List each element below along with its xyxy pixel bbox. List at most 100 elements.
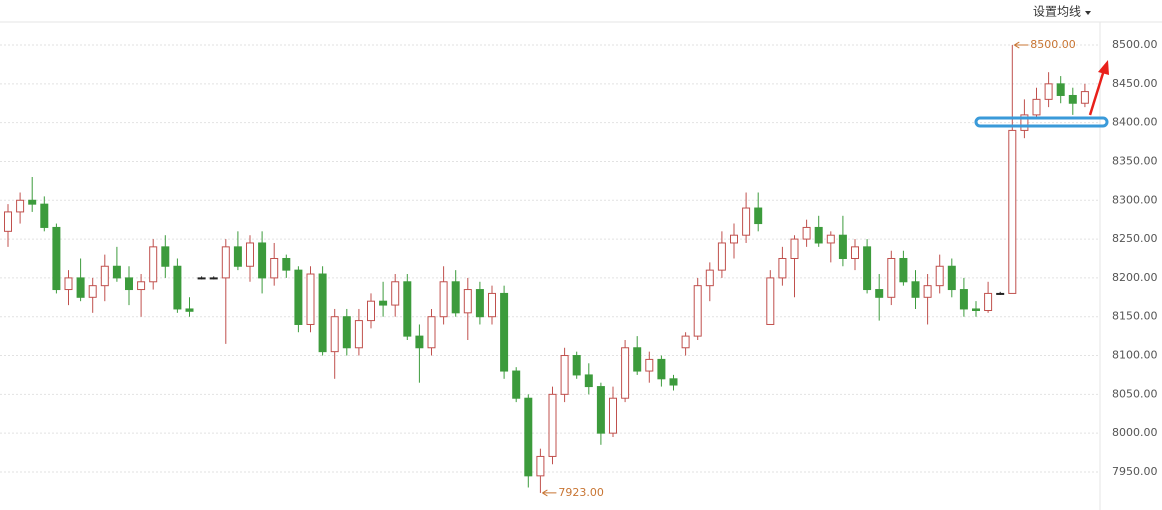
candle-body: [1020, 114, 1029, 131]
highlight-box: [974, 116, 1109, 128]
candle-body: [1008, 129, 1017, 294]
candle-body: [923, 285, 932, 298]
candle-body: [1032, 98, 1041, 116]
menu-caret[interactable]: [1085, 11, 1091, 15]
ma-menu[interactable]: 设置均线: [1033, 5, 1081, 19]
candle-body: [427, 316, 436, 349]
candle-body: [730, 234, 738, 244]
candle-body: [935, 265, 944, 287]
candle-body: [609, 397, 617, 434]
candle-body: [403, 281, 412, 337]
candle-body: [669, 378, 678, 386]
candle-body: [621, 347, 630, 399]
candle-body: [125, 277, 133, 291]
candle-body: [173, 265, 182, 310]
candle-body: [367, 300, 375, 322]
candle-body: [330, 316, 339, 353]
y-tick-label: 8450.00: [1112, 77, 1158, 90]
candle-body: [814, 226, 823, 244]
candle-body: [838, 234, 847, 259]
annotation-arrow: [1014, 41, 1029, 49]
candle-body: [100, 265, 109, 287]
candle-body: [645, 358, 654, 372]
candle-body: [4, 211, 12, 232]
candle-body: [137, 281, 146, 291]
candle-body: [693, 285, 702, 337]
candle-body: [705, 269, 714, 287]
y-tick-label: 8250.00: [1112, 232, 1158, 245]
candle-body: [717, 242, 726, 271]
trend-arrow: [1088, 69, 1106, 116]
candle-body: [742, 207, 751, 236]
candle-body: [984, 292, 993, 312]
y-tick-label: 8300.00: [1112, 193, 1158, 206]
candle-body: [524, 397, 533, 477]
candle-body: [342, 316, 351, 349]
y-tick-label: 8200.00: [1112, 271, 1158, 284]
candle-body: [536, 455, 545, 477]
candle-body: [415, 335, 424, 349]
candle-body: [306, 273, 315, 325]
candle-body: [766, 277, 775, 325]
candle-body: [221, 246, 230, 279]
candle-body: [911, 281, 920, 298]
candle-body: [887, 257, 896, 298]
y-tick-label: 8400.00: [1112, 116, 1158, 129]
candle-body: [512, 370, 521, 399]
candle-body: [52, 226, 61, 291]
candle-body: [294, 269, 303, 325]
candle-body: [560, 355, 569, 395]
y-tick-label: 8000.00: [1112, 426, 1158, 439]
y-tick-label: 8350.00: [1112, 154, 1158, 167]
candle-body: [197, 277, 206, 280]
annotation-label: 7923.00: [558, 486, 604, 499]
candle-body: [1080, 91, 1089, 104]
candle-body: [899, 257, 908, 283]
candle-body: [40, 203, 49, 228]
candle-body: [282, 257, 291, 271]
y-tick-label: 8150.00: [1112, 310, 1158, 323]
annotation-arrow: [542, 489, 557, 497]
candle-body: [754, 207, 763, 225]
candle-body: [28, 199, 37, 205]
candle-body: [246, 242, 254, 267]
candle-body: [972, 308, 980, 312]
candle-body: [657, 358, 666, 380]
candle-body: [572, 355, 581, 376]
candle-body: [391, 281, 400, 306]
y-tick-label: 8050.00: [1112, 387, 1158, 400]
candle-body: [439, 281, 448, 318]
candle-body: [778, 257, 787, 279]
trend-arrow-head: [1098, 60, 1109, 75]
candle-body: [996, 292, 1005, 295]
candle-body: [947, 265, 956, 291]
candle-body: [463, 289, 472, 314]
candle-body: [318, 273, 327, 353]
candle-body: [185, 308, 194, 312]
candle-body: [354, 320, 363, 349]
candle-body: [88, 285, 97, 298]
y-tick-label: 7950.00: [1112, 465, 1158, 478]
candle-body: [802, 226, 811, 240]
candle-body: [209, 277, 218, 280]
candle-body: [233, 246, 242, 267]
candle-body: [681, 335, 690, 349]
y-tick-label: 8500.00: [1112, 38, 1158, 51]
candle-body: [875, 289, 884, 298]
candle-body: [64, 277, 73, 291]
candle-body: [959, 289, 968, 310]
candle-body: [826, 234, 835, 244]
candle-body: [548, 393, 557, 457]
candle-body: [16, 199, 25, 213]
candle-body: [1056, 83, 1065, 96]
candle-body: [76, 277, 85, 298]
candle-body: [500, 292, 509, 372]
candle-body: [851, 246, 859, 259]
candle-body: [790, 238, 799, 259]
y-tick-label: 8100.00: [1112, 349, 1158, 362]
candle-body: [112, 265, 121, 279]
candle-body: [270, 257, 279, 279]
candle-body: [584, 374, 593, 388]
candle-body: [596, 386, 605, 434]
candle-body: [258, 242, 267, 279]
